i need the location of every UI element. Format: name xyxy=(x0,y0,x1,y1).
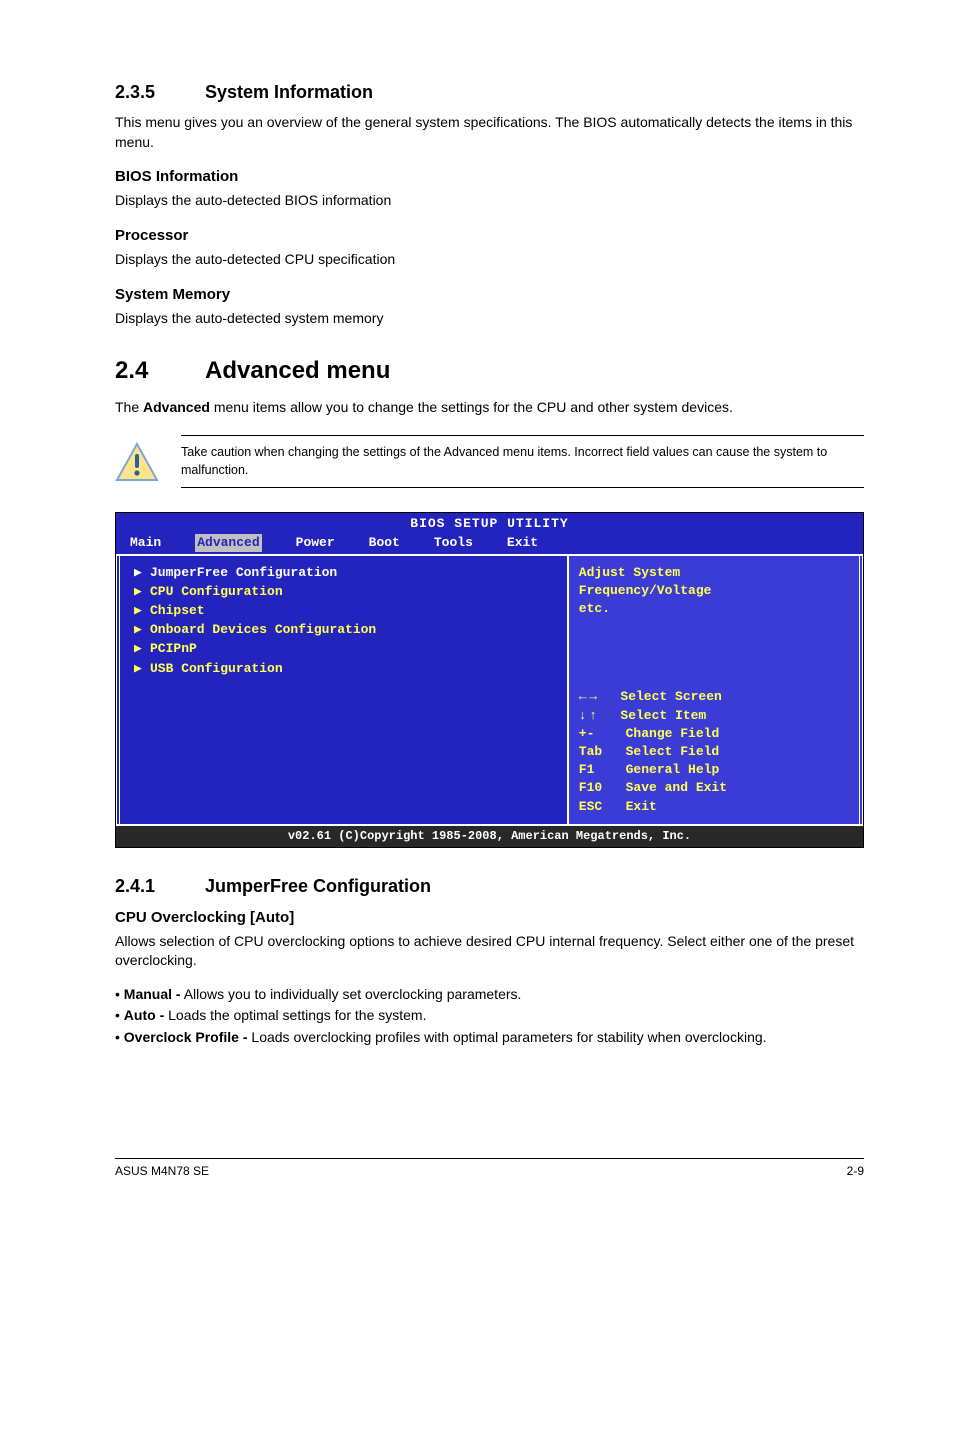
footer-product: ASUS M4N78 SE xyxy=(115,1163,209,1180)
heading-cpu-overclocking: CPU Overclocking [Auto] xyxy=(115,907,864,928)
heading-bios-info: BIOS Information xyxy=(115,166,864,187)
bios-help-text: Adjust System Frequency/Voltage etc. xyxy=(579,564,849,619)
bullet-overclock-profile: • Overclock Profile - Loads overclocking… xyxy=(115,1028,864,1048)
text-bios-info: Displays the auto-detected BIOS informat… xyxy=(115,191,864,211)
text-24-intro: The Advanced menu items allow you to cha… xyxy=(115,398,864,418)
triangle-icon: ▶ xyxy=(134,583,150,601)
bios-menubar: Main Advanced Power Boot Tools Exit xyxy=(116,534,863,554)
bios-tab-main[interactable]: Main xyxy=(130,534,161,552)
bios-item-usb[interactable]: ▶USB Configuration xyxy=(134,660,553,678)
triangle-icon: ▶ xyxy=(134,621,150,639)
bios-tab-boot[interactable]: Boot xyxy=(369,534,400,552)
heading-241-title: JumperFree Configuration xyxy=(205,876,431,896)
bios-key-row: F1 General Help xyxy=(579,761,849,779)
bios-screenshot: BIOS SETUP UTILITY Main Advanced Power B… xyxy=(115,512,864,847)
bios-key-row: F10 Save and Exit xyxy=(579,779,849,797)
bios-right-panel: Adjust System Frequency/Voltage etc. ← →… xyxy=(569,556,863,824)
bios-item-jumperfree[interactable]: ▶JumperFree Configuration xyxy=(134,564,553,582)
heading-24: 2.4Advanced menu xyxy=(115,354,864,388)
triangle-icon: ▶ xyxy=(134,660,150,678)
heading-24-num: 2.4 xyxy=(115,354,205,388)
text-cpu-overclocking: Allows selection of CPU overclocking opt… xyxy=(115,932,864,971)
heading-235-title: System Information xyxy=(205,82,373,102)
heading-241-num: 2.4.1 xyxy=(115,874,205,899)
heading-system-memory: System Memory xyxy=(115,284,864,305)
text-processor: Displays the auto-detected CPU specifica… xyxy=(115,250,864,270)
text-235-intro: This menu gives you an overview of the g… xyxy=(115,113,864,152)
bios-item-onboard[interactable]: ▶Onboard Devices Configuration xyxy=(134,621,553,639)
triangle-icon: ▶ xyxy=(134,602,150,620)
bios-tab-power[interactable]: Power xyxy=(296,534,335,552)
triangle-icon: ▶ xyxy=(134,564,150,582)
heading-processor: Processor xyxy=(115,225,864,246)
bios-tab-tools[interactable]: Tools xyxy=(434,534,473,552)
footer-page-number: 2-9 xyxy=(847,1163,864,1180)
bullet-auto: • Auto - Loads the optimal settings for … xyxy=(115,1006,864,1026)
bios-item-cpu[interactable]: ▶CPU Configuration xyxy=(134,583,553,601)
heading-235-num: 2.3.5 xyxy=(115,80,205,105)
bios-footer: v02.61 (C)Copyright 1985-2008, American … xyxy=(116,826,863,847)
caution-text: Take caution when changing the settings … xyxy=(181,436,864,487)
bios-item-pcipnp[interactable]: ▶PCIPnP xyxy=(134,640,553,658)
bios-tab-exit[interactable]: Exit xyxy=(507,534,538,552)
caution-content: Take caution when changing the settings … xyxy=(181,435,864,488)
bios-tab-advanced[interactable]: Advanced xyxy=(195,534,261,552)
bios-key-row: ↓ ↑ Select Item xyxy=(579,707,849,725)
bios-key-row: ESC Exit xyxy=(579,798,849,816)
bios-body: ▶JumperFree Configuration ▶CPU Configura… xyxy=(116,554,863,826)
page-footer: ASUS M4N78 SE 2-9 xyxy=(115,1158,864,1180)
bios-key-legend: ← → Select Screen ↓ ↑ Select Item +- Cha… xyxy=(579,688,849,815)
bios-key-row: ← → Select Screen xyxy=(579,688,849,706)
heading-241: 2.4.1JumperFree Configuration xyxy=(115,874,864,899)
heading-235: 2.3.5System Information xyxy=(115,80,864,105)
bios-key-row: +- Change Field xyxy=(579,725,849,743)
divider xyxy=(181,487,864,488)
warning-icon xyxy=(115,442,159,482)
triangle-icon: ▶ xyxy=(134,640,150,658)
caution-box: Take caution when changing the settings … xyxy=(115,435,864,488)
bios-title: BIOS SETUP UTILITY xyxy=(116,513,863,533)
bios-key-row: Tab Select Field xyxy=(579,743,849,761)
bullet-manual: • Manual - Allows you to individually se… xyxy=(115,985,864,1005)
text-system-memory: Displays the auto-detected system memory xyxy=(115,309,864,329)
bios-item-chipset[interactable]: ▶Chipset xyxy=(134,602,553,620)
heading-24-title: Advanced menu xyxy=(205,357,390,384)
bios-left-panel: ▶JumperFree Configuration ▶CPU Configura… xyxy=(116,556,569,824)
